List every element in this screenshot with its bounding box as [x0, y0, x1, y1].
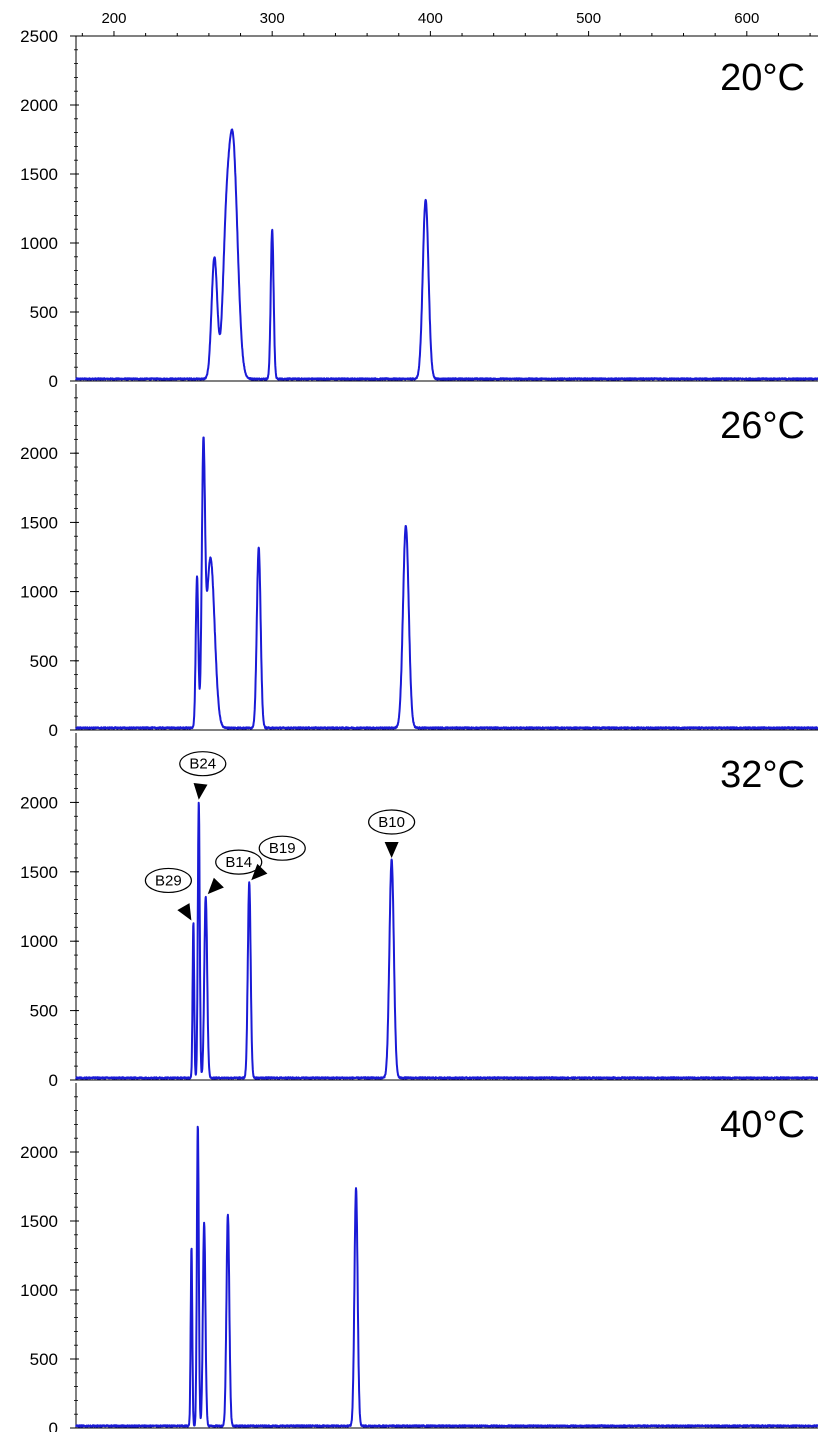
annotation-arrow: [251, 863, 268, 881]
y-tick-label: 1000: [20, 234, 58, 253]
y-tick-label: 500: [30, 1002, 58, 1021]
annotation-label: B24: [189, 756, 216, 773]
temperature-label: 40°C: [720, 1104, 805, 1146]
annotation-label: B10: [378, 814, 405, 831]
y-tick-label: 2000: [20, 1143, 58, 1162]
temperature-label: 20°C: [720, 57, 805, 99]
y-tick-label: 2000: [20, 793, 58, 812]
panel-2: 0 500 1000 1500 2000 26°C: [20, 384, 818, 740]
temperature-label: 26°C: [720, 405, 805, 447]
panel-4: 0 500 1000 1500 2000 40°C: [20, 1083, 818, 1432]
annotation-bubble: [258, 835, 306, 861]
annotation-arrow: [177, 903, 192, 921]
annotation-bubble: [179, 751, 227, 777]
temperature-label: 32°C: [720, 754, 805, 796]
peak-annotation: B24: [179, 751, 227, 800]
annotation-bubble: [368, 809, 416, 835]
annotation-bubble: [144, 867, 192, 894]
x-tick-label: 200: [101, 10, 126, 27]
panels: 0 500 1000 1500 2000 2500 20°C 0 500 1000 1500 2000…: [20, 27, 818, 1432]
x-tick-label: 400: [418, 10, 443, 27]
peak-annotation: B29: [144, 867, 192, 921]
annotation-bubble: [215, 849, 263, 875]
annotation-arrow: [384, 842, 399, 859]
y-tick-label: 0: [49, 372, 58, 391]
series-line: [75, 801, 818, 1080]
series-line: [75, 128, 818, 381]
y-tick-label: 1000: [20, 1281, 58, 1300]
panel-3: 0 500 1000 1500 2000 32°C B29 B24 B14 B19 B10: [20, 733, 818, 1090]
annotation-label: B14: [225, 854, 252, 871]
series-line: [75, 436, 818, 730]
y-tick-label: 1000: [20, 932, 58, 951]
series-line: [75, 1125, 818, 1428]
y-tick-label: 0: [49, 721, 58, 740]
x-tick-label: 600: [734, 10, 759, 27]
y-tick-label: 1500: [20, 1212, 58, 1231]
panel-1: 0 500 1000 1500 2000 2500 20°C: [20, 27, 818, 391]
x-tick-label: 300: [260, 10, 285, 27]
annotation-arrow: [207, 877, 224, 895]
y-tick-label: 2000: [20, 444, 58, 463]
peak-annotation: B14: [207, 849, 263, 895]
peak-annotation: B19: [251, 835, 306, 881]
y-tick-label: 1500: [20, 165, 58, 184]
y-tick-label: 2500: [20, 27, 58, 46]
y-tick-label: 1500: [20, 513, 58, 532]
y-tick-label: 500: [30, 652, 58, 671]
peak-annotation: B10: [368, 809, 416, 859]
y-tick-label: 0: [49, 1071, 58, 1090]
y-tick-label: 0: [49, 1419, 58, 1432]
y-tick-label: 1000: [20, 583, 58, 602]
annotation-label: B19: [269, 840, 296, 857]
y-tick-label: 500: [30, 303, 58, 322]
y-tick-label: 500: [30, 1350, 58, 1369]
x-tick-label: 500: [576, 10, 601, 27]
x-axis: 200 300 400 500 600: [76, 10, 818, 37]
y-tick-label: 2000: [20, 96, 58, 115]
annotation-label: B29: [155, 872, 182, 889]
y-tick-label: 1500: [20, 863, 58, 882]
annotation-arrow: [193, 783, 208, 800]
